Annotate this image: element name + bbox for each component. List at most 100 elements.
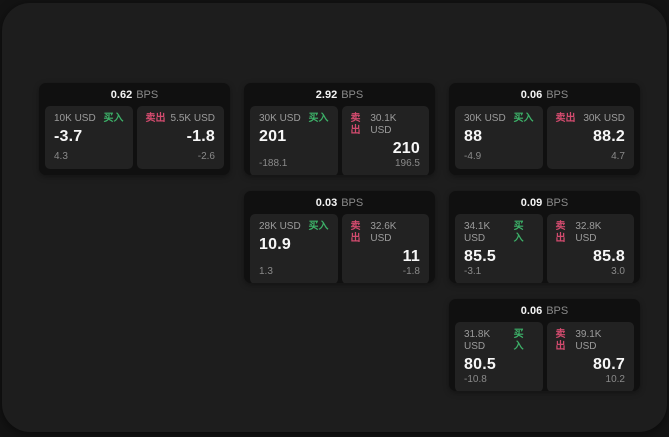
sell-tag: 卖出 xyxy=(555,329,566,352)
sell-tag: 卖出 xyxy=(350,113,361,136)
quote-card-body: 28K USD 买入 10.9 1.3 卖出 32.6K USD 11 -1.8 xyxy=(244,214,435,283)
sell-amount: 5.5K USD xyxy=(170,113,215,124)
buy-panel[interactable]: 10K USD 买入 -3.7 4.3 xyxy=(45,106,133,169)
buy-panel-top: 34.1K USD 买入 xyxy=(464,221,534,245)
bps-header: 2.92 BPS xyxy=(244,83,435,106)
bps-value: 0.03 xyxy=(315,196,338,209)
sell-panel[interactable]: 卖出 30.1K USD 210 196.5 xyxy=(341,106,429,175)
sell-quote-value: 85.8 xyxy=(593,248,625,265)
buy-quote-value: 88 xyxy=(464,128,483,145)
sell-quote-value: 88.2 xyxy=(593,128,625,145)
sell-panel-top: 卖出 30.1K USD xyxy=(351,113,421,137)
buy-delta: 1.3 xyxy=(259,266,273,277)
quote-card: 2.92 BPS 30K USD 买入 201 -188.1 卖出 30.1K … xyxy=(244,83,435,175)
sell-delta: -2.6 xyxy=(197,151,215,162)
bps-header: 0.03 BPS xyxy=(244,191,435,214)
buy-panel[interactable]: 34.1K USD 买入 85.5 -3.1 xyxy=(455,214,543,283)
buy-delta: -188.1 xyxy=(259,158,288,169)
sell-panel-top: 卖出 5.5K USD xyxy=(146,113,216,125)
buy-amount: 28K USD xyxy=(259,221,301,232)
buy-delta: -3.1 xyxy=(464,266,482,277)
bps-unit-label: BPS xyxy=(546,304,569,317)
quote-card-body: 31.8K USD 买入 80.5 -10.8 卖出 39.1K USD 80.… xyxy=(449,322,640,391)
quote-card-body: 30K USD 买入 88 -4.9 卖出 30K USD 88.2 4.7 xyxy=(449,106,640,175)
sell-panel-top: 卖出 39.1K USD xyxy=(556,329,626,353)
buy-tag: 买入 xyxy=(513,113,534,124)
buy-amount: 30K USD xyxy=(464,113,506,124)
bps-header: 0.06 BPS xyxy=(449,83,640,106)
bps-header: 0.06 BPS xyxy=(449,299,640,322)
quote-card: 0.62 BPS 10K USD 买入 -3.7 4.3 卖出 5.5K USD… xyxy=(39,83,230,175)
buy-panel-top: 30K USD 买入 xyxy=(259,113,329,125)
buy-delta: -4.9 xyxy=(464,151,482,162)
sell-delta: 10.2 xyxy=(605,374,625,385)
sell-amount: 32.8K USD xyxy=(575,221,602,244)
quote-card: 0.06 BPS 31.8K USD 买入 80.5 -10.8 卖出 39.1… xyxy=(449,299,640,391)
sell-delta: 196.5 xyxy=(394,158,420,169)
quote-card-grid: 0.62 BPS 10K USD 买入 -3.7 4.3 卖出 5.5K USD… xyxy=(39,83,640,391)
bps-unit-label: BPS xyxy=(136,88,159,101)
buy-panel[interactable]: 28K USD 买入 10.9 1.3 xyxy=(250,214,338,283)
quote-card: 0.09 BPS 34.1K USD 买入 85.5 -3.1 卖出 32.8K… xyxy=(449,191,640,283)
sell-amount: 30.1K USD xyxy=(370,113,397,136)
buy-quote-value: 85.5 xyxy=(464,248,496,265)
sell-panel-top: 卖出 32.6K USD xyxy=(351,221,421,245)
buy-amount: 31.8K USD xyxy=(464,329,491,352)
bps-value: 0.09 xyxy=(520,196,543,209)
bps-unit-label: BPS xyxy=(341,88,364,101)
sell-amount: 39.1K USD xyxy=(575,329,602,352)
buy-tag: 买入 xyxy=(103,113,124,124)
sell-panel[interactable]: 卖出 39.1K USD 80.7 10.2 xyxy=(546,322,634,391)
buy-panel-top: 10K USD 买入 xyxy=(54,113,124,125)
sell-quote-value: 210 xyxy=(392,140,420,157)
sell-panel-top: 卖出 30K USD xyxy=(556,113,626,125)
quote-card-body: 30K USD 买入 201 -188.1 卖出 30.1K USD 210 1… xyxy=(244,106,435,175)
bps-unit-label: BPS xyxy=(546,196,569,209)
buy-panel-top: 31.8K USD 买入 xyxy=(464,329,534,353)
bps-unit-label: BPS xyxy=(341,196,364,209)
buy-panel[interactable]: 30K USD 买入 88 -4.9 xyxy=(455,106,543,169)
sell-quote-value: 11 xyxy=(402,248,420,265)
buy-tag: 买入 xyxy=(513,221,524,244)
bps-header: 0.09 BPS xyxy=(449,191,640,214)
buy-amount: 30K USD xyxy=(259,113,301,124)
sell-panel[interactable]: 卖出 32.6K USD 11 -1.8 xyxy=(341,214,429,283)
buy-panel-top: 30K USD 买入 xyxy=(464,113,534,125)
bps-value: 0.62 xyxy=(110,88,133,101)
quote-card-body: 10K USD 买入 -3.7 4.3 卖出 5.5K USD -1.8 -2.… xyxy=(39,106,230,175)
buy-amount: 10K USD xyxy=(54,113,96,124)
sell-quote-value: 80.7 xyxy=(593,356,625,373)
buy-tag: 买入 xyxy=(513,329,524,352)
buy-quote-value: -3.7 xyxy=(54,128,83,145)
sell-panel[interactable]: 卖出 5.5K USD -1.8 -2.6 xyxy=(136,106,224,169)
buy-tag: 买入 xyxy=(308,221,329,232)
app-panel: 0.62 BPS 10K USD 买入 -3.7 4.3 卖出 5.5K USD… xyxy=(2,3,667,432)
buy-delta: -10.8 xyxy=(464,374,487,385)
bps-value: 0.06 xyxy=(520,304,543,317)
bps-value: 2.92 xyxy=(315,88,338,101)
quote-card: 0.06 BPS 30K USD 买入 88 -4.9 卖出 30K USD 8… xyxy=(449,83,640,175)
sell-amount: 30K USD xyxy=(583,113,625,124)
sell-delta: -1.8 xyxy=(402,266,420,277)
bps-header: 0.62 BPS xyxy=(39,83,230,106)
buy-amount: 34.1K USD xyxy=(464,221,491,244)
sell-tag: 卖出 xyxy=(555,113,576,124)
sell-tag: 卖出 xyxy=(555,221,566,244)
sell-tag: 卖出 xyxy=(350,221,361,244)
sell-delta: 4.7 xyxy=(611,151,625,162)
buy-tag: 买入 xyxy=(308,113,329,124)
sell-panel-top: 卖出 32.8K USD xyxy=(556,221,626,245)
buy-panel[interactable]: 30K USD 买入 201 -188.1 xyxy=(250,106,338,175)
buy-delta: 4.3 xyxy=(54,151,68,162)
sell-tag: 卖出 xyxy=(145,113,166,124)
sell-quote-value: -1.8 xyxy=(186,128,215,145)
buy-panel[interactable]: 31.8K USD 买入 80.5 -10.8 xyxy=(455,322,543,391)
buy-panel-top: 28K USD 买入 xyxy=(259,221,329,233)
sell-delta: 3.0 xyxy=(611,266,625,277)
buy-quote-value: 201 xyxy=(259,128,287,145)
sell-panel[interactable]: 卖出 30K USD 88.2 4.7 xyxy=(546,106,634,169)
sell-amount: 32.6K USD xyxy=(370,221,397,244)
quote-card-body: 34.1K USD 买入 85.5 -3.1 卖出 32.8K USD 85.8… xyxy=(449,214,640,283)
sell-panel[interactable]: 卖出 32.8K USD 85.8 3.0 xyxy=(546,214,634,283)
buy-quote-value: 10.9 xyxy=(259,236,291,253)
